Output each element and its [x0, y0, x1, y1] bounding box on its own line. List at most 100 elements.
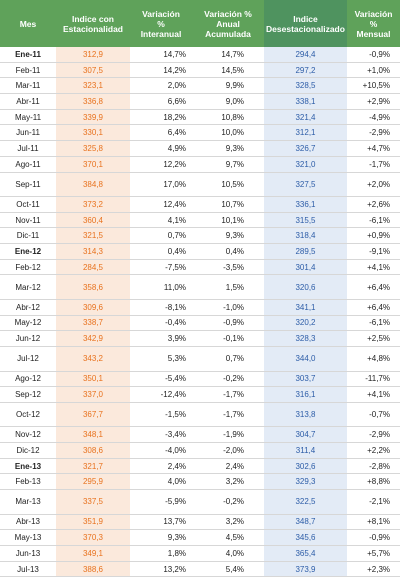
cell-mes: Jun-11 — [16, 128, 40, 138]
cell-var-interanual: -7,5% — [165, 262, 186, 272]
cell-var-mensual: +4,7% — [367, 143, 390, 153]
cell-mes: Jul-12 — [17, 354, 39, 364]
cell-var-anual: 10,7% — [221, 199, 244, 209]
cell-mes: Mar-12 — [15, 282, 41, 292]
cell-indice-desest: 326,7 — [264, 141, 347, 156]
cell-indice: 312,9 — [56, 47, 130, 62]
cell-var-anual: 10,5% — [221, 179, 244, 189]
table-row: Jul-13 388,6 13,2% 5,4% 373,9 +2,3% — [0, 561, 400, 577]
cell-var-interanual: 2,0% — [167, 81, 186, 91]
table-row: Feb-11 307,5 14,2% 14,5% 297,2 +1,0% — [0, 62, 400, 79]
cell-var-interanual: 0,4% — [167, 246, 186, 256]
table-row: Sep-11 384,8 17,0% 10,5% 327,5 +2,0% — [0, 172, 400, 197]
cell-mes: Abr-13 — [15, 517, 40, 527]
cell-var-interanual: -5,9% — [165, 497, 186, 507]
cell-mes: Ene-12 — [14, 246, 42, 256]
cell-indice: 358,6 — [56, 275, 130, 299]
cell-var-interanual: 12,2% — [163, 159, 186, 169]
cell-indice-desest: 320,6 — [264, 275, 347, 299]
cell-mes: May-12 — [14, 318, 42, 328]
cell-var-interanual: 14,7% — [163, 49, 186, 59]
table-row: May-12 338,7 -0,4% -0,9% 320,2 -6,1% — [0, 315, 400, 332]
cell-indice: 284,5 — [56, 259, 130, 275]
cell-var-mensual: +2,6% — [367, 199, 390, 209]
cell-indice-desest: 341,1 — [264, 299, 347, 315]
cell-mes: Dic-12 — [16, 445, 40, 455]
cell-indice-desest: 302,6 — [264, 458, 347, 474]
cell-indice: 308,6 — [56, 443, 130, 458]
cell-var-anual: 10,0% — [221, 128, 244, 138]
cell-indice: 384,8 — [56, 172, 130, 196]
cell-mes: May-13 — [14, 533, 42, 543]
table-row: Mar-13 337,5 -5,9% -0,2% 322,5 -2,1% — [0, 490, 400, 515]
cell-var-anual: 14,7% — [221, 49, 244, 59]
cell-indice-desest: 329,3 — [264, 474, 347, 490]
table-row: Abr-13 351,9 13,7% 3,2% 348,7 +8,1% — [0, 514, 400, 531]
cell-var-mensual: -2,9% — [369, 430, 390, 440]
cell-mes: Feb-12 — [15, 262, 41, 272]
cell-var-interanual: 4,1% — [167, 215, 186, 225]
cell-var-anual: -2,0% — [223, 445, 244, 455]
cell-mes: Jul-11 — [17, 143, 39, 153]
cell-var-interanual: 0,7% — [167, 231, 186, 241]
cell-var-mensual: +8,1% — [367, 517, 390, 527]
table-row: Dic-12 308,6 -4,0% -2,0% 311,4 +2,2% — [0, 443, 400, 459]
cell-var-mensual: +10,5% — [362, 81, 390, 91]
cell-var-anual: 9,9% — [225, 81, 244, 91]
cell-mes: Sep-11 — [15, 179, 41, 189]
cell-var-interanual: -0,4% — [165, 318, 186, 328]
cell-mes: Sep-12 — [15, 390, 41, 400]
cell-var-mensual: -11,7% — [365, 374, 390, 384]
cell-mes: May-11 — [14, 112, 42, 122]
table-row: Ene-13 321,7 2,4% 2,4% 302,6 -2,8% — [0, 458, 400, 475]
table-row: Ene-12 314,3 0,4% 0,4% 289,5 -9,1% — [0, 244, 400, 260]
cell-mes: Feb-13 — [15, 477, 41, 487]
cell-indice-desest: 328,5 — [264, 78, 347, 94]
cell-indice: 342,9 — [56, 331, 130, 346]
table-row: Feb-12 284,5 -7,5% -3,5% 301,4 +4,1% — [0, 259, 400, 276]
cell-var-mensual: -2,9% — [369, 128, 390, 138]
cell-indice-desest: 345,6 — [264, 530, 347, 545]
table-row: Abr-12 309,6 -8,1% -1,0% 341,1 +6,4% — [0, 299, 400, 316]
cell-var-anual: 10,1% — [221, 215, 244, 225]
cell-indice-desest: 321,0 — [264, 156, 347, 172]
cell-indice: 388,6 — [56, 561, 130, 577]
cell-indice-desest: 301,4 — [264, 259, 347, 275]
cell-var-mensual: -0,7% — [369, 410, 390, 420]
table-row: Ago-12 350,1 -5,4% -0,2% 303,7 -11,7% — [0, 371, 400, 388]
table-row: Jun-11 330,1 6,4% 10,0% 312,1 -2,9% — [0, 125, 400, 142]
cell-indice: 370,1 — [56, 156, 130, 172]
table-row: Mar-11 323,1 2,0% 9,9% 328,5 +10,5% — [0, 78, 400, 95]
cell-indice: 295,9 — [56, 474, 130, 490]
cell-var-mensual: +2,5% — [367, 334, 390, 344]
table-row: May-11 339,9 18,2% 10,8% 321,4 -4,9% — [0, 109, 400, 126]
cell-var-interanual: 1,8% — [167, 548, 186, 558]
cell-var-interanual: 6,6% — [167, 96, 186, 106]
cell-indice: 343,2 — [56, 347, 130, 371]
cell-mes: Oct-12 — [15, 410, 40, 420]
cell-mes: Ago-12 — [15, 374, 41, 384]
cell-indice: 309,6 — [56, 299, 130, 315]
cell-mes: Jun-13 — [15, 548, 41, 558]
cell-var-anual: -1,9% — [223, 430, 244, 440]
cell-var-anual: -0,1% — [223, 334, 244, 344]
cell-mes: Dic-11 — [16, 231, 40, 241]
cell-mes: Abr-12 — [15, 302, 40, 312]
cell-indice: 367,7 — [56, 402, 130, 427]
cell-indice-desest: 316,1 — [264, 387, 347, 402]
cell-indice: 314,3 — [56, 244, 130, 259]
table-row: Jun-12 342,9 3,9% -0,1% 328,3 +2,5% — [0, 331, 400, 347]
table-row: May-13 370,3 9,3% 4,5% 345,6 -0,9% — [0, 530, 400, 546]
cell-var-anual: 9,0% — [225, 96, 244, 106]
cell-var-mensual: -2,1% — [369, 497, 390, 507]
cell-indice-desest: 327,5 — [264, 172, 347, 196]
cell-var-anual: -1,0% — [223, 302, 244, 312]
cell-indice-desest: 321,4 — [264, 109, 347, 125]
cell-var-mensual: -6,1% — [369, 215, 390, 225]
cell-indice-desest: 348,7 — [264, 514, 347, 530]
cell-var-anual: 2,4% — [225, 461, 244, 471]
table-row: Sep-12 337,0 -12,4% -1,7% 316,1 +4,1% — [0, 387, 400, 403]
cell-indice: 348,1 — [56, 427, 130, 443]
cell-indice: 360,4 — [56, 212, 130, 228]
